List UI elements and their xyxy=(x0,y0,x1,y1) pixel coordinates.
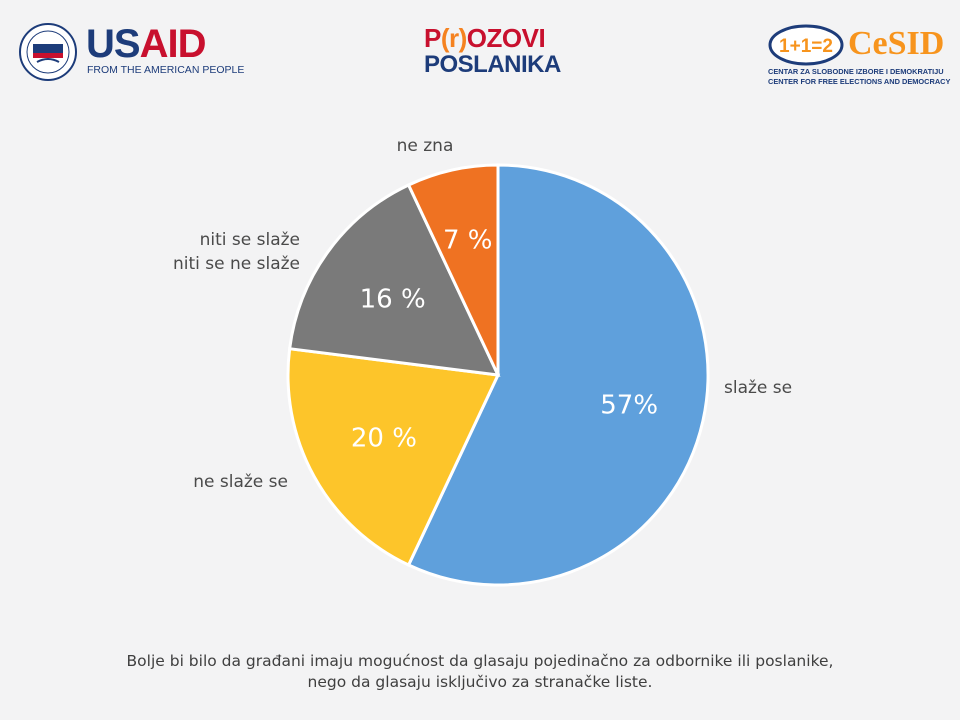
slice-category-label: niti se slaže niti se ne slaže xyxy=(173,230,300,274)
pie-slice-0 xyxy=(406,163,710,587)
slice-category-label: slaže se xyxy=(724,378,792,398)
caption-line-2: nego da glasaju isključivo za stranačke … xyxy=(307,673,653,691)
cesid-wordmark: CeSID xyxy=(848,25,945,62)
pie-slice-1 xyxy=(286,347,501,568)
prozovi-poslanika-logo: P(r)OZOVI POSLANIKA xyxy=(424,23,561,78)
cesid-badge-text: 1+1=2 xyxy=(779,36,833,57)
slice-value-label: 7 % xyxy=(443,226,493,256)
usaid-seal-icon xyxy=(19,23,77,81)
caption-line-1: Bolje bi bilo da građani imaju mogućnost… xyxy=(126,652,834,670)
logo-line-2: POSLANIKA xyxy=(424,51,561,78)
pie-slice-3 xyxy=(406,163,500,376)
usaid-wordmark: USAID xyxy=(86,22,206,66)
cesid-subtitle: CENTAR ZA SLOBODNE IZBORE I DEMOKRATIJU … xyxy=(768,67,951,86)
header: USAID FROM THE AMERICAN PEOPLE P(r)OZOVI… xyxy=(0,0,960,100)
slice-value-label: 20 % xyxy=(351,424,417,454)
pie-slice-2 xyxy=(287,182,501,377)
slice-value-label: 57% xyxy=(600,390,658,420)
slice-category-label: ne slaže se xyxy=(193,472,288,492)
usaid-logo: USAID FROM THE AMERICAN PEOPLE xyxy=(18,22,244,82)
slice-value-label: 16 % xyxy=(360,284,426,314)
pie-chart: 57% slaže se 20 % ne slaže se 16 % niti se sl… xyxy=(173,136,792,587)
logo-line-1: P(r)OZOVI xyxy=(424,23,546,53)
slice-category-label: ne zna xyxy=(397,136,454,156)
usaid-tagline: FROM THE AMERICAN PEOPLE xyxy=(87,64,245,76)
chart-caption: Bolje bi bilo da građani imaju mogućnost… xyxy=(40,651,920,693)
cesid-logo: 1+1=2 CeSID CENTAR ZA SLOBODNE IZBORE I … xyxy=(768,24,951,88)
cesid-badge-icon: 1+1=2 xyxy=(768,24,844,66)
